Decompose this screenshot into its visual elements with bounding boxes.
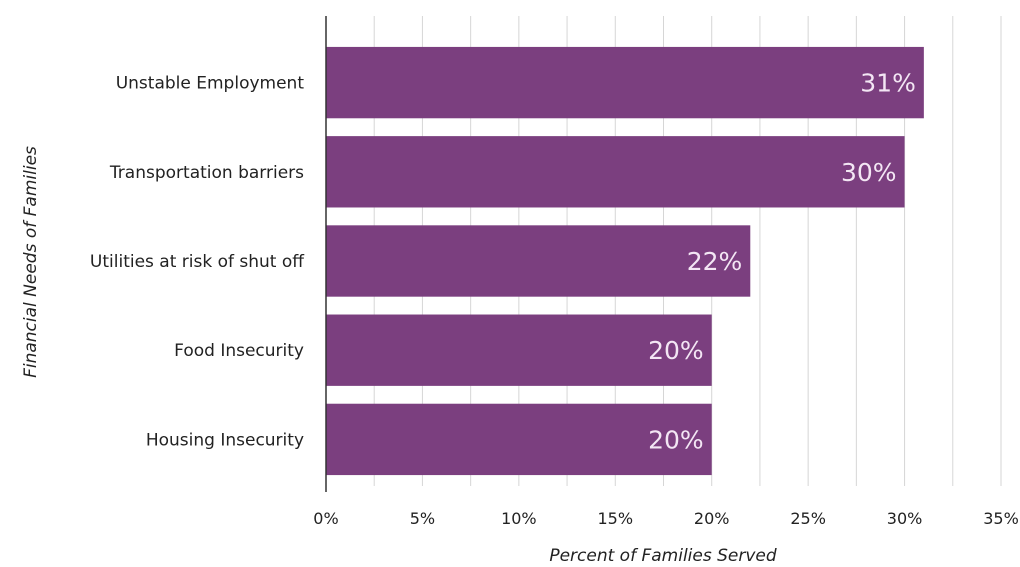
category-label: Housing Insecurity (146, 430, 304, 450)
x-tick-label: 15% (598, 509, 634, 528)
x-tick-label: 30% (887, 509, 923, 528)
bar-value-label: 22% (687, 247, 743, 276)
bar-value-label: 20% (648, 425, 704, 454)
x-tick-label: 10% (501, 509, 537, 528)
x-tick-label: 25% (790, 509, 826, 528)
x-axis-title: Percent of Families Served (549, 546, 777, 566)
x-tick-label: 20% (694, 509, 730, 528)
bar-layer (326, 46, 924, 476)
category-label: Transportation barriers (109, 163, 304, 183)
bar (326, 136, 905, 208)
x-tick-label: 35% (983, 509, 1019, 528)
bar (326, 46, 924, 119)
bar (326, 225, 751, 297)
bar-value-label: 31% (860, 69, 916, 98)
category-label: Food Insecurity (174, 341, 304, 361)
category-label: Utilities at risk of shut off (90, 252, 305, 272)
x-tick-label: 0% (313, 509, 338, 528)
bar-value-label: 20% (648, 336, 704, 365)
x-tick-label: 5% (410, 509, 435, 528)
y-axis-title: Financial Needs of Families (21, 146, 41, 378)
bar-value-label: 30% (841, 158, 897, 187)
bar (326, 403, 712, 476)
bar (326, 314, 712, 386)
category-label: Unstable Employment (116, 74, 305, 94)
label-layer: 31% Unstable Employment 30% Transportation … (90, 69, 1019, 528)
